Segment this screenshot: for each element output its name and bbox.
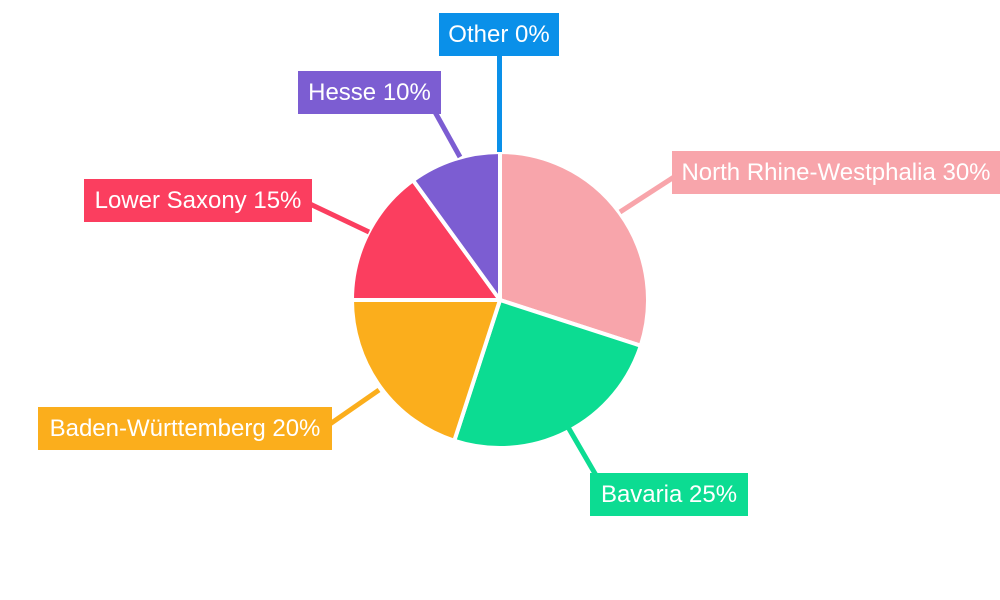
leader-line-north-rhine-westphalia (618, 174, 676, 215)
pie-slice-north-rhine-westphalia[interactable] (498, 150, 650, 348)
pie-slice-bavaria[interactable] (452, 298, 643, 450)
leader-line-bavaria (565, 425, 600, 479)
callout-label-other: Other 0% (439, 13, 559, 56)
callout-label-baden-wurttemberg: Baden-Württemberg 20% (38, 407, 332, 450)
pie-slice-hesse[interactable] (411, 150, 502, 302)
callout-label-lower-saxony: Lower Saxony 15% (84, 179, 312, 222)
leader-line-baden-wurttemberg (328, 387, 381, 427)
callout-label-north-rhine-westphalia: North Rhine-Westphalia 30% (672, 151, 1000, 194)
leader-line-hesse (432, 110, 463, 159)
callout-label-hesse: Hesse 10% (298, 71, 441, 114)
callout-label-bavaria: Bavaria 25% (590, 473, 748, 516)
pie-slice-baden-wurttemberg[interactable] (350, 298, 502, 443)
leader-line-lower-saxony (308, 201, 371, 235)
